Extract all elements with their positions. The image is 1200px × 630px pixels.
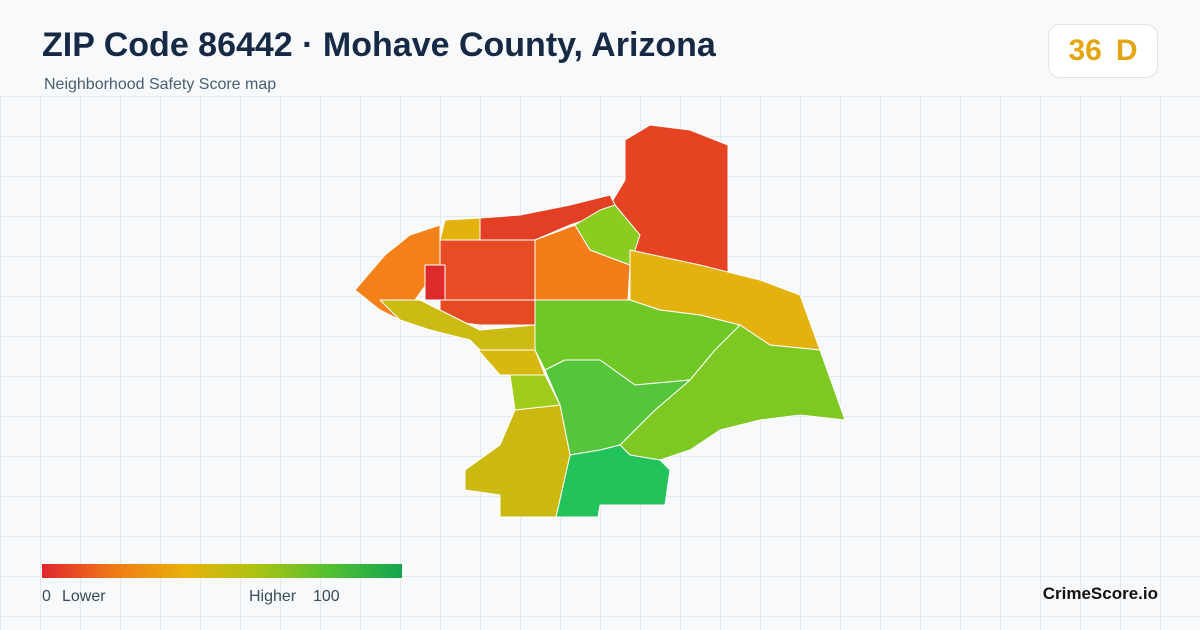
score-value: 36 (1068, 34, 1102, 67)
score-grade: D (1115, 34, 1138, 67)
region (424, 264, 446, 301)
legend-ramp (42, 564, 402, 578)
region (555, 444, 671, 518)
score-badge: 36 D (1048, 24, 1158, 78)
region (574, 204, 641, 266)
legend-min-label: Lower (62, 588, 106, 605)
region (439, 217, 481, 241)
region (464, 404, 571, 518)
region (429, 239, 536, 301)
subtitle: Neighborhood Safety Score map (44, 76, 277, 93)
brand: CrimeScore.io (1042, 584, 1158, 603)
header: ZIP Code 86442 · Mohave County, Arizona … (0, 0, 1200, 96)
legend-min: 0 (42, 588, 51, 605)
region (477, 349, 546, 376)
legend-max: 100 (313, 588, 340, 605)
legend-max-label: Higher (249, 588, 297, 605)
title: ZIP Code 86442 · Mohave County, Arizona (42, 26, 716, 64)
